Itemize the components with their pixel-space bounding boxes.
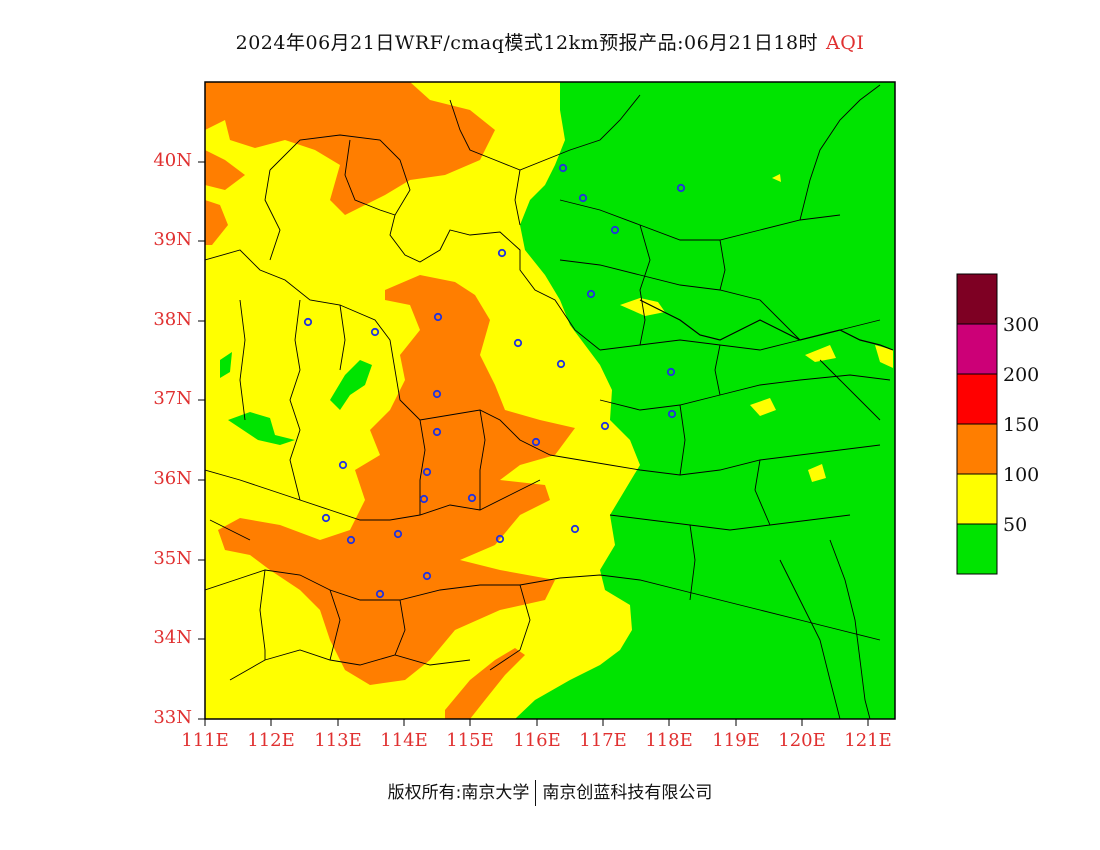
administrative-boundaries [205,84,891,719]
lon-label-119: 119E [712,730,760,751]
lon-label-114: 114E [380,730,428,751]
station-marker [432,389,442,399]
lon-ticks [204,719,869,726]
copyright-footer: 版权所有:南京大学 南京创蓝科技有限公司 [0,778,1100,806]
lat-label-39: 39N [153,229,192,250]
lon-label-116: 116E [513,730,561,751]
lon-label-112: 112E [247,730,295,751]
green-zone-west-2 [220,352,232,378]
station-marker [570,524,580,534]
orange-zone-northwest [205,82,495,215]
station-marker [666,367,676,377]
lon-label-111: 111E [181,730,229,751]
station-marker [467,493,477,503]
station-marker [422,467,432,477]
lon-label-113: 113E [314,730,362,751]
lat-label-34: 34N [153,627,192,648]
coastline [639,299,894,351]
lat-ticks [198,161,205,720]
station-marker [321,513,331,523]
station-marker [676,183,686,193]
title-variable: AQI [826,32,865,54]
yellow-patch-north [772,174,781,182]
station-marker [610,225,620,235]
orange-zone-central [218,275,575,685]
legend-colorbar [956,273,998,575]
legend-label-200: 200 [1003,364,1040,386]
legend-swatch-good [956,523,998,575]
orange-zone-west-edge-2 [205,200,228,245]
station-marker [370,327,380,337]
legend-swatch-hazardous [956,273,998,325]
station-marker [375,589,385,599]
lon-label-118: 118E [645,730,693,751]
station-marker [433,312,443,322]
map-title: 2024年06月21日WRF/cmaq模式12km预报产品:06月21日18时 A… [0,28,1100,55]
station-marker [600,421,610,431]
station-marker [513,338,523,348]
yellow-patch-east-edge [875,345,893,368]
station-marker [578,193,588,203]
legend-label-50: 50 [1003,514,1028,536]
station-marker [303,317,313,327]
station-marker [338,460,348,470]
station-marker [558,163,568,173]
station-marker [422,571,432,581]
station-marker [495,534,505,544]
station-marker [586,289,596,299]
map-field [205,82,895,719]
yellow-patch-northeast [805,345,836,362]
monitoring-stations [303,163,686,599]
station-marker [432,427,442,437]
legend-swatch-very-unhealthy [956,323,998,375]
legend-label-150: 150 [1003,414,1040,436]
copyright-right: 南京创蓝科技有限公司 [542,783,713,803]
orange-zone-south [445,648,525,719]
lon-label-115: 115E [446,730,494,751]
green-zone-east [515,82,895,719]
lat-label-40: 40N [153,150,192,171]
lat-label-36: 36N [153,468,192,489]
legend-swatch-unhealthy [956,373,998,425]
station-marker [393,529,403,539]
green-zone-west [228,412,295,445]
orange-zone-west-edge [205,150,245,190]
station-marker [346,535,356,545]
yellow-patch-coast [808,464,826,482]
yellow-patch-shandong [750,398,776,416]
station-marker [419,494,429,504]
lat-label-35: 35N [153,548,192,569]
lon-label-120: 120E [778,730,826,751]
station-marker [531,437,541,447]
legend-swatch-usg [956,423,998,475]
title-main: 2024年06月21日WRF/cmaq模式12km预报产品:06月21日18时 [235,32,819,54]
copyright-left: 版权所有:南京大学 [387,783,530,803]
lat-label-38: 38N [153,309,192,330]
station-marker [497,248,507,258]
lon-label-117: 117E [579,730,627,751]
lat-label-33: 33N [153,707,192,728]
station-marker [556,359,566,369]
lon-label-121: 121E [844,730,892,751]
station-marker [667,409,677,419]
lat-label-37: 37N [153,388,192,409]
legend-swatch-moderate [956,473,998,525]
green-zone-shanxi [330,360,372,410]
legend-label-100: 100 [1003,464,1040,486]
footer-separator [535,780,537,806]
legend-label-300: 300 [1003,314,1040,336]
